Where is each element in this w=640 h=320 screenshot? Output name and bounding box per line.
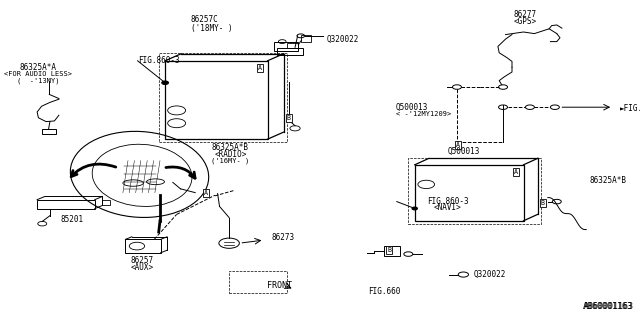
Text: A860001163: A860001163	[583, 302, 633, 311]
Text: ('18MY- ): ('18MY- )	[191, 24, 232, 33]
Text: FIG.860-3: FIG.860-3	[138, 56, 180, 65]
Text: FIG.860-3: FIG.860-3	[427, 197, 469, 206]
Text: < -'12MY1209>: < -'12MY1209>	[396, 111, 451, 116]
Text: A: A	[204, 190, 208, 196]
Text: Q500013: Q500013	[448, 147, 481, 156]
Text: <RADIO>: <RADIO>	[214, 150, 246, 159]
Bar	[125, 239, 161, 253]
Text: ('16MY- ): ('16MY- )	[211, 157, 250, 164]
Text: 86277: 86277	[513, 10, 536, 19]
Text: (  -'13MY): ( -'13MY)	[17, 77, 60, 84]
Text: 86257: 86257	[131, 256, 154, 265]
Bar	[384, 246, 400, 256]
Text: FRONT: FRONT	[267, 281, 292, 290]
Text: 86257C: 86257C	[191, 15, 218, 24]
Text: ►FIG.660: ►FIG.660	[620, 104, 640, 113]
Bar	[229, 271, 287, 293]
Text: <FOR AUDIO LESS>: <FOR AUDIO LESS>	[4, 71, 72, 77]
Text: A: A	[258, 65, 262, 71]
Text: A: A	[456, 142, 460, 148]
Text: 86325A*A: 86325A*A	[20, 63, 57, 72]
Bar	[165, 61, 268, 139]
Text: B: B	[541, 200, 545, 206]
Text: 86325A*B: 86325A*B	[589, 176, 627, 185]
Text: Q320022: Q320022	[326, 35, 359, 44]
Circle shape	[162, 81, 168, 84]
Bar	[301, 35, 311, 42]
Bar	[287, 43, 298, 48]
Text: B: B	[287, 116, 291, 121]
Bar	[159, 53, 287, 142]
Text: B: B	[387, 247, 391, 253]
Bar	[37, 200, 95, 209]
Text: <AUX>: <AUX>	[131, 263, 154, 272]
Bar	[408, 158, 541, 224]
Circle shape	[412, 207, 417, 210]
Text: Q320022: Q320022	[474, 270, 506, 279]
Bar	[102, 200, 110, 205]
Text: 86325A*B: 86325A*B	[212, 143, 249, 152]
Text: <GPS>: <GPS>	[513, 17, 536, 26]
Bar	[274, 42, 298, 51]
Text: A: A	[514, 169, 518, 175]
Text: A860001163: A860001163	[584, 302, 634, 311]
Bar	[415, 165, 524, 221]
Text: <NAVI>: <NAVI>	[434, 204, 462, 212]
Bar	[42, 129, 56, 134]
Bar	[277, 48, 303, 55]
Text: FIG.660: FIG.660	[368, 287, 400, 296]
Text: 86273: 86273	[271, 233, 294, 242]
Text: Q500013: Q500013	[396, 103, 428, 112]
Text: 85201: 85201	[60, 215, 83, 224]
